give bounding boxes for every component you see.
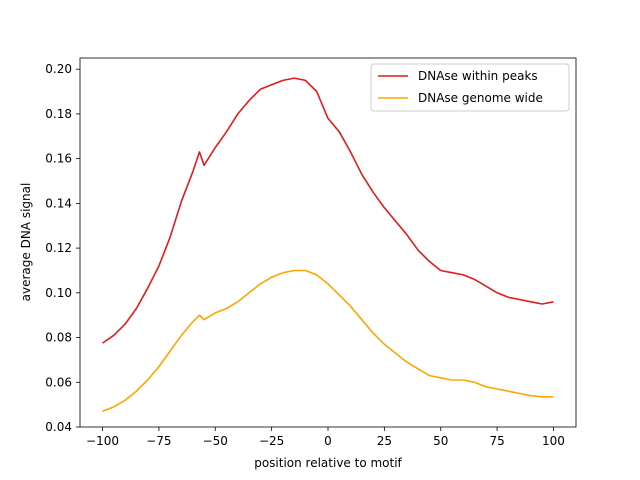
legend: DNAse within peaks DNAse genome wide [370, 63, 570, 112]
series-line-0 [102, 77, 554, 344]
y-tick-label: 0.20 [45, 62, 72, 76]
x-axis-label: position relative to motif [254, 456, 402, 470]
x-tick-label: 25 [377, 434, 392, 448]
x-tick-label: 50 [433, 434, 448, 448]
y-axis-ticks: 0.04 0.06 0.08 0.10 0.12 0.14 0.16 0.18 0.20 [45, 62, 80, 434]
y-tick-label: 0.18 [45, 107, 72, 121]
x-tick-label: −100 [86, 434, 119, 448]
x-tick-label: −75 [146, 434, 171, 448]
y-tick-label: 0.14 [45, 196, 72, 210]
plot-frame [79, 57, 577, 428]
y-axis-label: average DNA signal [19, 183, 33, 302]
legend-label-within-peaks: DNAse within peaks [418, 69, 538, 83]
y-tick-label: 0.04 [45, 420, 72, 434]
x-tick-label: −25 [259, 434, 284, 448]
y-tick-label: 0.08 [45, 331, 72, 345]
series-line-1 [102, 269, 554, 413]
y-tick-label: 0.16 [45, 152, 72, 166]
x-tick-label: 0 [324, 434, 332, 448]
x-tick-label: 100 [542, 434, 565, 448]
legend-label-genome-wide: DNAse genome wide [418, 91, 543, 105]
x-tick-label: −50 [203, 434, 228, 448]
y-tick-label: 0.10 [45, 286, 72, 300]
y-tick-label: 0.06 [45, 375, 72, 389]
y-tick-label: 0.12 [45, 241, 72, 255]
x-axis-ticks: −100 −75 −50 −25 0 25 50 75 100 [86, 427, 565, 448]
x-tick-label: 75 [489, 434, 504, 448]
legend-box [370, 63, 570, 112]
series-layer [102, 77, 554, 413]
